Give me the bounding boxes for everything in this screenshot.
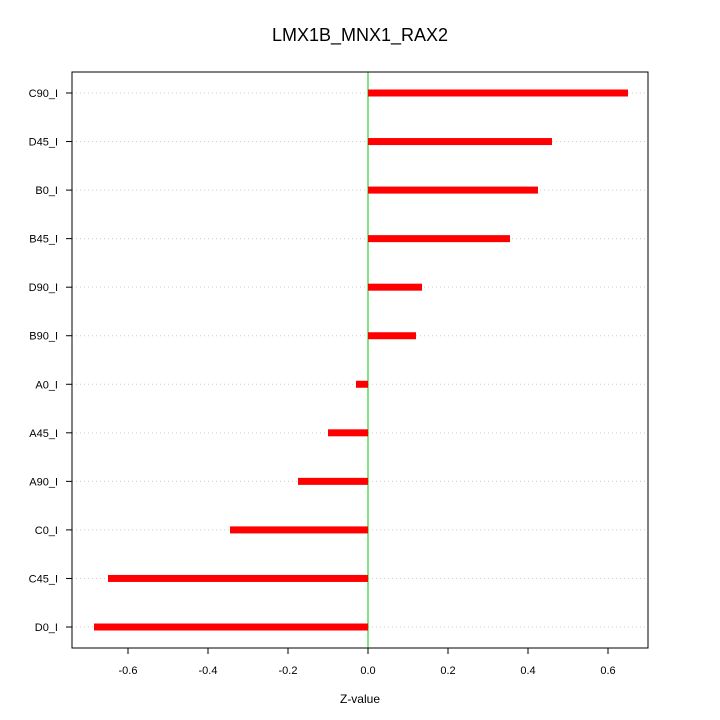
- bar-D0_I: [94, 623, 368, 631]
- x-tick-label: 0.6: [600, 665, 615, 677]
- y-tick-label: C90_I: [29, 88, 58, 100]
- x-tick-label: 0.0: [360, 665, 375, 677]
- bar-C90_I: [368, 89, 628, 97]
- bar-A0_I: [356, 380, 368, 388]
- bar-B90_I: [368, 332, 416, 340]
- y-tick-label: A45_I: [29, 428, 58, 440]
- bar-A90_I: [298, 477, 368, 485]
- bar-D45_I: [368, 138, 552, 146]
- bar-C0_I: [230, 526, 368, 534]
- x-axis: -0.6 -0.4 -0.2 0.0 0.2 0.4 0.6: [119, 648, 616, 677]
- y-tick-label: A0_I: [35, 379, 58, 391]
- y-tick-label: C45_I: [29, 573, 58, 585]
- x-tick-label: -0.6: [119, 665, 138, 677]
- grid-layer: [72, 92, 648, 628]
- bar-B0_I: [368, 186, 538, 194]
- x-axis-label: Z-value: [340, 692, 380, 706]
- bars-layer: [94, 89, 628, 631]
- x-tick-label: 0.2: [440, 665, 455, 677]
- y-tick-label: B45_I: [29, 234, 58, 246]
- y-tick-label: D0_I: [35, 622, 58, 634]
- y-axis: C90_I D45_I B0_I B45_I D90_I B90_I A0_I A45_I A9…: [29, 88, 72, 634]
- y-tick-label: B0_I: [35, 185, 58, 197]
- chart-title: LMX1B_MNX1_RAX2: [272, 25, 448, 46]
- y-tick-label: A90_I: [29, 476, 58, 488]
- y-tick-label: D45_I: [29, 137, 58, 149]
- y-tick-label: B90_I: [29, 331, 58, 343]
- x-tick-label: -0.2: [279, 665, 298, 677]
- y-tick-label: D90_I: [29, 282, 58, 294]
- bar-C45_I: [108, 574, 368, 582]
- bar-A45_I: [328, 429, 368, 437]
- plot-frame: [71, 71, 649, 649]
- x-tick-label: -0.4: [199, 665, 218, 677]
- bar-D90_I: [368, 283, 422, 291]
- bar-B45_I: [368, 235, 510, 243]
- x-tick-label: 0.4: [520, 665, 535, 677]
- y-tick-label: C0_I: [35, 525, 58, 537]
